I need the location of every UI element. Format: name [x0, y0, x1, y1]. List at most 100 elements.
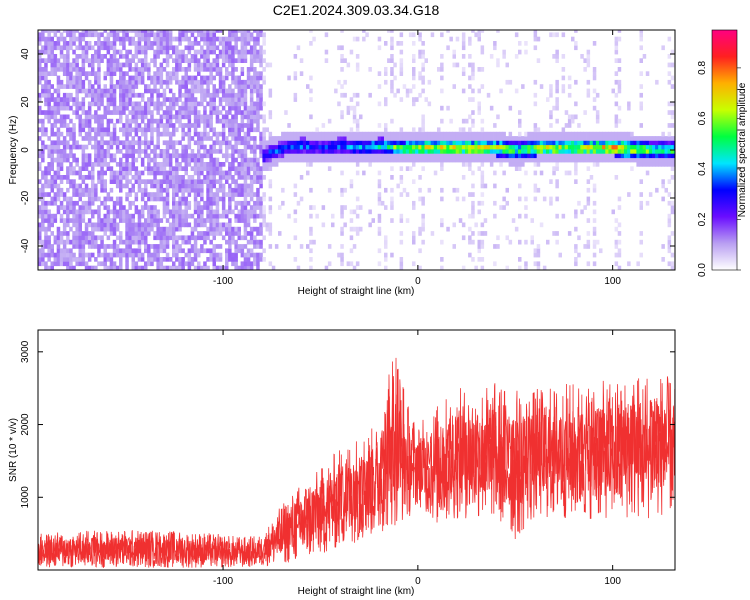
heat-cell	[268, 62, 273, 68]
heat-cell	[119, 183, 123, 189]
heat-cell	[249, 157, 254, 163]
heat-cell	[97, 226, 101, 232]
heat-cell	[119, 218, 123, 223]
heat-cell	[100, 218, 104, 223]
heat-cell	[542, 196, 547, 202]
heat-cell	[147, 196, 151, 202]
heat-cell	[465, 153, 469, 159]
heat-cell	[599, 149, 603, 154]
heat-cell	[583, 157, 587, 163]
heat-cell	[592, 67, 597, 72]
heat-cell	[256, 213, 260, 219]
heat-cell	[193, 67, 198, 72]
heat-cell	[639, 58, 643, 63]
heat-cell	[59, 84, 64, 89]
heat-cell	[262, 41, 266, 46]
heat-cell	[589, 140, 594, 146]
heat-cell	[168, 166, 173, 171]
heat-cell	[187, 88, 192, 94]
heat-cell	[159, 45, 164, 51]
heat-cell	[664, 157, 668, 163]
heat-cell	[617, 105, 622, 111]
heat-cell	[78, 218, 82, 223]
heat-cell	[256, 41, 260, 46]
heat-cell	[41, 153, 45, 159]
heat-cell	[511, 144, 516, 150]
heat-cell	[664, 140, 668, 146]
heat-cell	[150, 149, 154, 154]
heat-cell	[215, 162, 220, 167]
heat-cell	[203, 166, 207, 171]
heat-cell	[144, 261, 148, 267]
heat-cell	[159, 41, 164, 46]
heat-cell	[359, 131, 363, 137]
heat-cell	[433, 153, 438, 159]
heat-cell	[549, 136, 553, 141]
heat-cell	[69, 67, 73, 72]
heat-cell	[309, 30, 313, 33]
heat-cell	[393, 92, 397, 98]
heat-cell	[249, 118, 254, 124]
heat-cell	[318, 144, 322, 150]
heat-cell	[131, 30, 135, 33]
heat-cell	[38, 67, 42, 72]
heat-cell	[667, 162, 672, 167]
heat-cell	[259, 62, 263, 68]
heat-cell	[109, 196, 114, 202]
heat-cell	[384, 67, 388, 72]
x-tick-label: 100	[604, 576, 621, 587]
heat-cell	[200, 231, 204, 236]
heat-cell	[371, 140, 375, 146]
heat-cell	[78, 32, 82, 38]
heat-cell	[162, 149, 167, 154]
heat-cell	[393, 140, 397, 146]
heat-cell	[253, 118, 257, 124]
heat-cell	[75, 62, 79, 68]
heat-cell	[243, 123, 248, 128]
heat-cell	[221, 187, 226, 193]
heat-cell	[72, 153, 76, 159]
heat-cell	[59, 200, 64, 206]
heat-cell	[209, 71, 213, 76]
heat-cell	[599, 248, 603, 254]
heat-cell	[661, 140, 665, 146]
heat-cell	[175, 157, 179, 163]
heat-cell	[415, 131, 419, 137]
heat-cell	[477, 244, 481, 249]
heat-cell	[539, 131, 544, 137]
heat-cell	[655, 144, 659, 150]
heat-cell	[611, 131, 615, 137]
heat-cell	[165, 231, 170, 236]
heat-cell	[168, 114, 173, 120]
heat-cell	[125, 92, 129, 98]
heat-cell	[184, 88, 188, 94]
heat-cell	[617, 84, 622, 89]
heat-cell	[150, 252, 154, 258]
heat-cell	[193, 84, 198, 89]
heat-cell	[218, 226, 223, 232]
heat-cell	[234, 49, 238, 55]
heat-cell	[452, 153, 456, 159]
heat-cell	[159, 36, 164, 42]
heat-cell	[639, 105, 643, 111]
heat-cell	[249, 205, 254, 210]
heat-cell	[502, 157, 506, 163]
heat-cell	[103, 88, 107, 94]
heat-cell	[137, 170, 142, 176]
heat-cell	[81, 213, 86, 219]
heat-cell	[249, 36, 254, 42]
heat-cell	[168, 153, 173, 159]
heat-cell	[536, 127, 541, 133]
heat-cell	[81, 123, 86, 128]
heat-cell	[427, 136, 432, 141]
heat-cell	[639, 32, 643, 38]
heat-cell	[131, 252, 135, 258]
heat-cell	[122, 105, 126, 111]
colorbar-tick-label: 0.0	[697, 263, 708, 277]
heat-cell	[377, 136, 382, 141]
heat-cell	[193, 79, 198, 85]
heat-cell	[181, 67, 185, 72]
heat-cell	[91, 166, 95, 171]
heat-cell	[667, 222, 672, 228]
heat-cell	[377, 149, 382, 154]
